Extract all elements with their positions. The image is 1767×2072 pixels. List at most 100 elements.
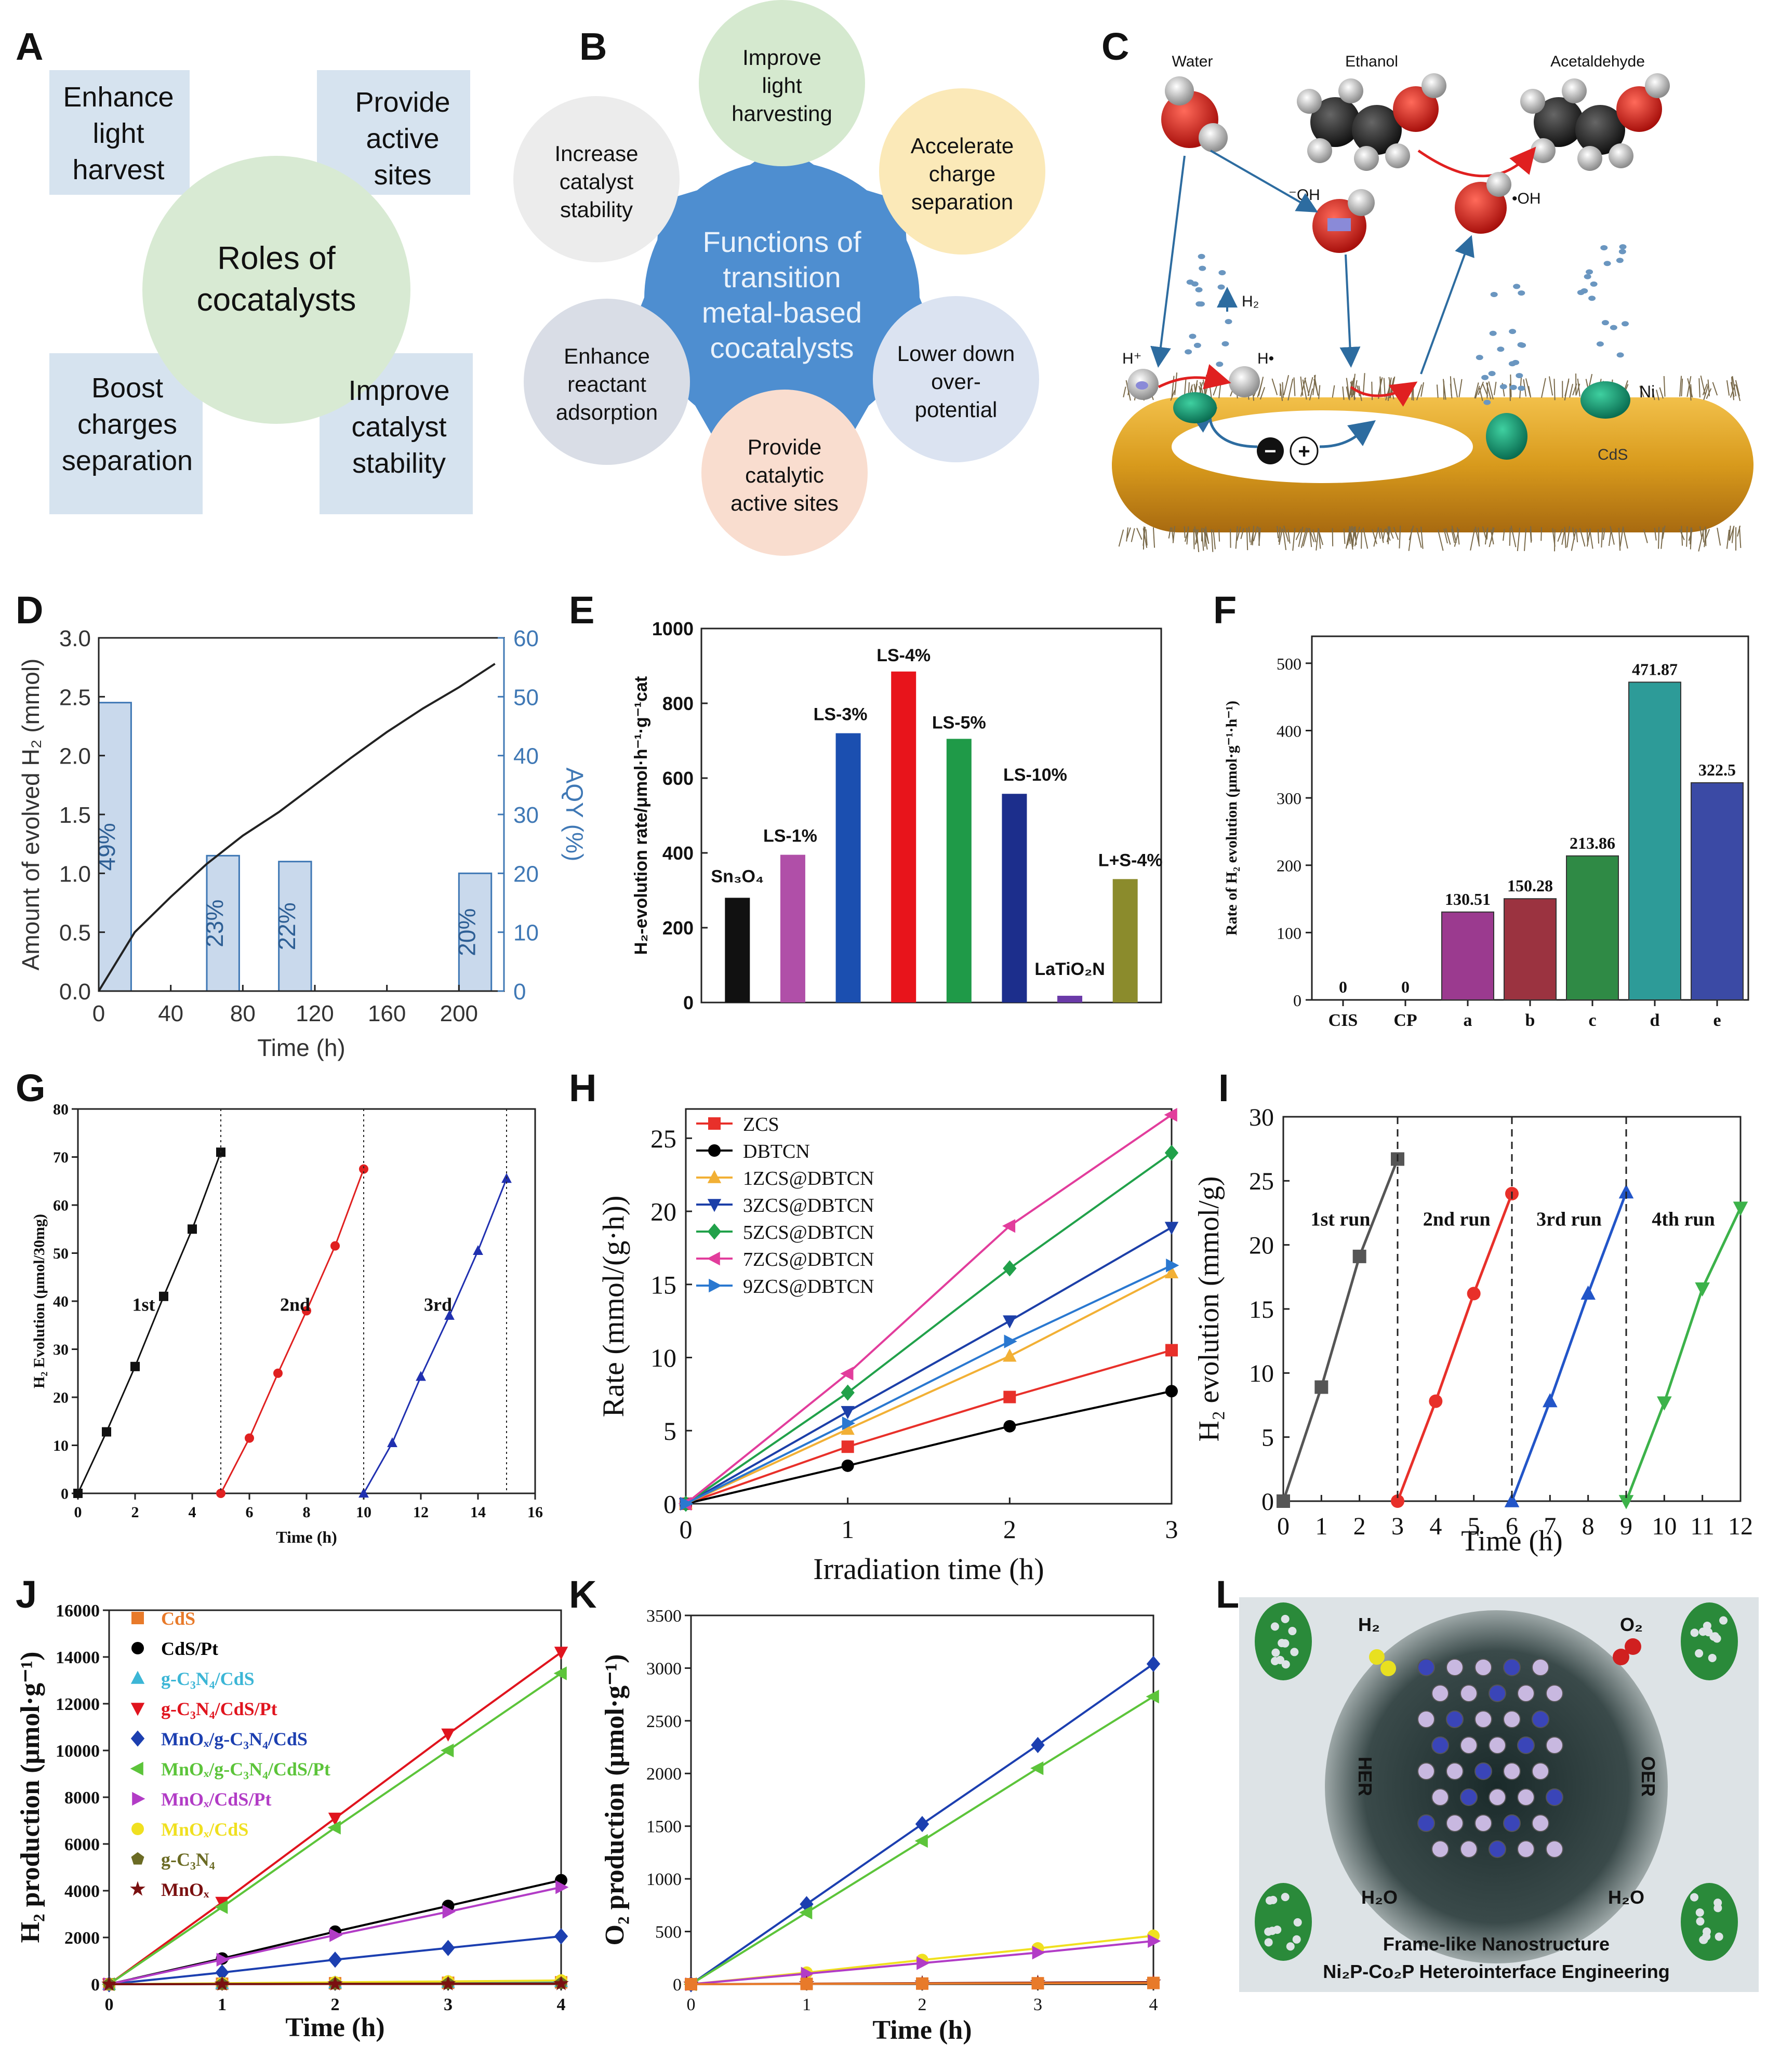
- ni-particle: [1486, 413, 1527, 460]
- legend-label: CdS: [161, 1608, 195, 1629]
- y-tick-label: 2.0: [59, 744, 91, 769]
- x-tick-label: 4: [1149, 1995, 1158, 2014]
- y-tick-label: 2000: [646, 1764, 682, 1784]
- h2-bubble: [1518, 385, 1525, 391]
- x-tick-label: 1: [218, 1995, 227, 2014]
- cage-pore: [1696, 1908, 1704, 1917]
- bar-label: LS-5%: [932, 713, 986, 732]
- legend-label: 1ZCS@DBTCN: [743, 1168, 874, 1189]
- role-text: catalyst: [351, 411, 446, 443]
- data-point: [1277, 1494, 1290, 1508]
- framework-atom: [1546, 1685, 1563, 1702]
- data-point: [1165, 1145, 1178, 1161]
- legend-label: MnOₓ: [161, 1879, 209, 1900]
- panel-l-letter: L: [1216, 1573, 1239, 1616]
- x-tick-label: 4: [189, 1504, 196, 1521]
- bar: [725, 898, 750, 1002]
- bar-value-label: 0: [1339, 978, 1347, 996]
- function-text: light: [762, 73, 802, 98]
- legend-label: 7ZCS@DBTCN: [743, 1249, 874, 1271]
- cage-pore: [1699, 1936, 1708, 1944]
- x-tick-label: 80: [230, 1001, 256, 1026]
- rod-fiber: [1137, 528, 1142, 540]
- data-point: [416, 1371, 426, 1381]
- y-tick-label: 20: [1249, 1232, 1274, 1259]
- rod-fiber: [1451, 376, 1452, 396]
- framework-atom: [1532, 1763, 1549, 1780]
- y-tick-label: 25: [1249, 1168, 1274, 1195]
- bar-label: LaTiO₂N: [1034, 959, 1105, 979]
- h2-bubble: [1619, 244, 1627, 249]
- figure-canvas: EnhancelightharvestProvideactivesitesBoo…: [0, 0, 1767, 2072]
- data-point: [1733, 1201, 1748, 1215]
- panel-f-letter: F: [1213, 589, 1237, 632]
- h2-bubble: [1518, 290, 1525, 296]
- data-point: [842, 1440, 854, 1453]
- data-point: [131, 1852, 144, 1865]
- ni-particle: [1580, 381, 1630, 419]
- y2-tick-label: 30: [513, 803, 539, 828]
- data-point: [1467, 1287, 1481, 1300]
- x-tick-label: 0: [1277, 1513, 1290, 1540]
- h2-bubble: [1218, 270, 1226, 275]
- data-point: [842, 1460, 854, 1472]
- series-line: [1398, 1194, 1512, 1501]
- rod-fiber: [1319, 385, 1320, 399]
- function-text: Accelerate: [911, 133, 1014, 158]
- data-point: [131, 1823, 144, 1835]
- y-tick-label: 300: [1277, 789, 1301, 808]
- y-tick-label: 4000: [64, 1882, 100, 1901]
- panel-e-letter: E: [569, 589, 594, 632]
- proton-arrow: [1159, 156, 1185, 364]
- x-tick-label: 14: [470, 1504, 486, 1521]
- x-tick-label: 2: [1353, 1513, 1366, 1540]
- panel-i-letter: I: [1218, 1066, 1229, 1109]
- hole-label: +: [1298, 440, 1310, 463]
- radical-arrow: [1421, 239, 1470, 374]
- data-point: [130, 1362, 140, 1371]
- rod-fiber: [1437, 384, 1438, 397]
- rod-fiber: [1681, 379, 1682, 396]
- h2-bubble: [1509, 329, 1516, 334]
- data-point: [1165, 1222, 1178, 1235]
- bar-label: L+S-4%: [1098, 850, 1163, 870]
- panel-e: 02004006008001000Sn₃O₄LS-1%LS-3%LS-4%LS-…: [631, 618, 1163, 1013]
- run-label: 1st run: [1310, 1209, 1370, 1231]
- rod-fiber: [1213, 384, 1217, 395]
- hydrogen-atom: [1297, 89, 1322, 114]
- function-text: Enhance: [564, 344, 650, 368]
- legend-label: 5ZCS@DBTCN: [743, 1222, 874, 1244]
- y-tick-label: 10: [53, 1437, 69, 1454]
- h2-bubble: [1588, 296, 1596, 301]
- hydroxide-down-arrow: [1346, 255, 1351, 364]
- rod-fiber: [1554, 379, 1555, 400]
- series-line: [686, 1273, 1172, 1504]
- x-tick-label: 10: [1652, 1513, 1677, 1540]
- rod-fiber: [1660, 387, 1664, 398]
- bar-value-label: 213.86: [1570, 834, 1615, 852]
- data-point: [801, 1977, 813, 1990]
- framework-atom: [1546, 1789, 1563, 1806]
- data-point: [1030, 1761, 1043, 1775]
- y-tick-label: 15: [650, 1270, 676, 1299]
- h2-bubble: [1489, 371, 1496, 376]
- bar: [1002, 794, 1027, 1002]
- framework-atom: [1518, 1737, 1534, 1754]
- x-tick-label: 0: [680, 1515, 693, 1544]
- h2-bubble: [1610, 325, 1617, 330]
- h2-bubble: [1199, 266, 1206, 271]
- rod-fiber: [1658, 527, 1659, 549]
- function-text: charge: [929, 162, 995, 186]
- data-point: [132, 1792, 145, 1806]
- y-tick-label: 8000: [64, 1788, 100, 1808]
- x-tick-label: 0: [74, 1504, 82, 1521]
- h2-bubble: [1216, 362, 1223, 367]
- y-axis-label: Amount of evolved H₂ (mmol): [17, 659, 44, 971]
- legend-label: MnOₓ/g-C₃N₄/CdS: [161, 1729, 308, 1749]
- x-tick-label: 1: [841, 1515, 854, 1544]
- framework-atom: [1460, 1737, 1477, 1754]
- y-tick-label: 100: [1277, 924, 1301, 942]
- hydrogen-atom: [1354, 146, 1379, 171]
- framework-atom: [1475, 1659, 1492, 1676]
- rod-fiber: [1598, 529, 1599, 543]
